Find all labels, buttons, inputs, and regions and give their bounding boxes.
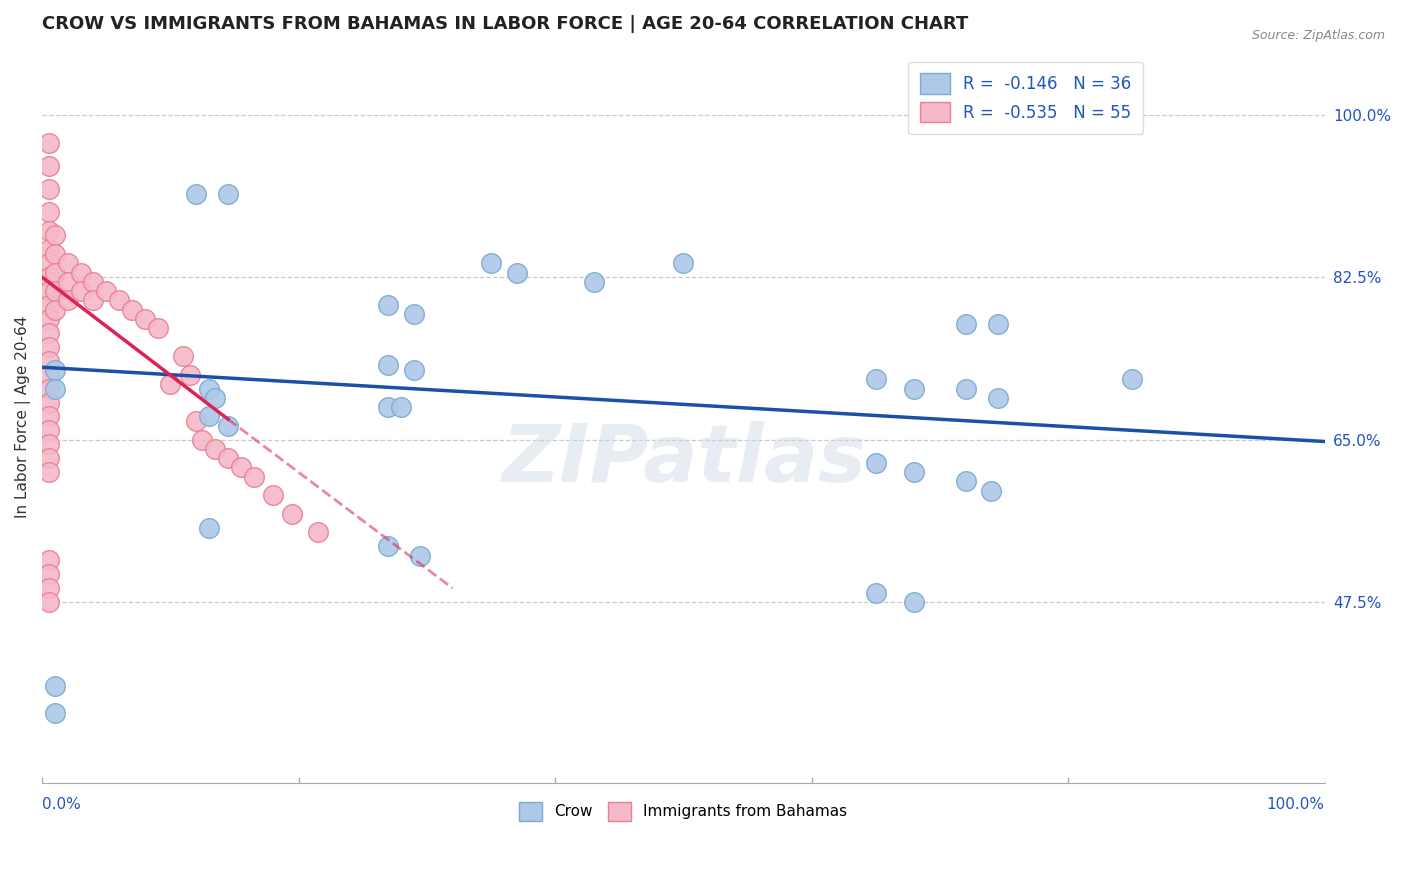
- Point: [217, 451, 239, 466]
- Point: [377, 359, 399, 373]
- Point: [38, 312, 60, 326]
- Point: [987, 391, 1010, 405]
- Point: [44, 266, 66, 280]
- Point: [217, 186, 239, 201]
- Text: 100.0%: 100.0%: [1267, 797, 1324, 812]
- Point: [38, 326, 60, 340]
- Point: [38, 451, 60, 466]
- Point: [198, 382, 221, 396]
- Point: [38, 409, 60, 424]
- Point: [38, 340, 60, 354]
- Point: [38, 382, 60, 396]
- Point: [44, 302, 66, 317]
- Point: [198, 409, 221, 424]
- Text: ZIPatlas: ZIPatlas: [501, 421, 866, 500]
- Point: [38, 567, 60, 582]
- Point: [38, 595, 60, 609]
- Point: [38, 136, 60, 150]
- Point: [980, 483, 1002, 498]
- Point: [865, 456, 887, 470]
- Point: [377, 540, 399, 554]
- Point: [184, 414, 207, 428]
- Point: [96, 284, 118, 298]
- Legend: Crow, Immigrants from Bahamas: Crow, Immigrants from Bahamas: [513, 796, 853, 827]
- Point: [1121, 372, 1143, 386]
- Point: [389, 400, 412, 414]
- Text: CROW VS IMMIGRANTS FROM BAHAMAS IN LABOR FORCE | AGE 20-64 CORRELATION CHART: CROW VS IMMIGRANTS FROM BAHAMAS IN LABOR…: [42, 15, 969, 33]
- Point: [82, 293, 104, 308]
- Point: [38, 298, 60, 312]
- Point: [179, 368, 201, 382]
- Y-axis label: In Labor Force | Age 20-64: In Labor Force | Age 20-64: [15, 315, 31, 517]
- Point: [56, 256, 79, 270]
- Point: [44, 706, 66, 721]
- Point: [38, 182, 60, 196]
- Point: [38, 270, 60, 285]
- Point: [38, 159, 60, 173]
- Point: [38, 581, 60, 595]
- Point: [82, 275, 104, 289]
- Point: [903, 382, 925, 396]
- Point: [402, 363, 425, 377]
- Point: [38, 284, 60, 298]
- Point: [672, 256, 695, 270]
- Point: [377, 298, 399, 312]
- Point: [38, 368, 60, 382]
- Point: [229, 460, 252, 475]
- Point: [38, 465, 60, 479]
- Point: [172, 349, 194, 363]
- Point: [44, 228, 66, 243]
- Point: [38, 553, 60, 567]
- Point: [44, 382, 66, 396]
- Point: [38, 353, 60, 368]
- Point: [44, 363, 66, 377]
- Point: [903, 595, 925, 609]
- Point: [146, 321, 169, 335]
- Point: [377, 400, 399, 414]
- Point: [409, 549, 432, 563]
- Point: [38, 256, 60, 270]
- Point: [44, 247, 66, 261]
- Point: [865, 586, 887, 600]
- Point: [44, 284, 66, 298]
- Point: [38, 395, 60, 409]
- Point: [204, 442, 226, 456]
- Point: [38, 224, 60, 238]
- Point: [38, 423, 60, 437]
- Point: [159, 376, 181, 391]
- Point: [582, 275, 605, 289]
- Point: [402, 307, 425, 321]
- Point: [479, 256, 502, 270]
- Point: [198, 521, 221, 535]
- Point: [955, 382, 977, 396]
- Point: [865, 372, 887, 386]
- Point: [191, 433, 214, 447]
- Point: [217, 418, 239, 433]
- Point: [281, 507, 304, 521]
- Point: [204, 391, 226, 405]
- Point: [505, 266, 527, 280]
- Point: [955, 317, 977, 331]
- Text: 0.0%: 0.0%: [42, 797, 82, 812]
- Point: [903, 465, 925, 479]
- Point: [121, 302, 143, 317]
- Point: [307, 525, 329, 540]
- Point: [56, 275, 79, 289]
- Point: [38, 205, 60, 219]
- Point: [38, 243, 60, 257]
- Point: [69, 266, 91, 280]
- Point: [56, 293, 79, 308]
- Point: [184, 186, 207, 201]
- Point: [44, 679, 66, 693]
- Point: [242, 469, 264, 483]
- Text: Source: ZipAtlas.com: Source: ZipAtlas.com: [1251, 29, 1385, 42]
- Point: [108, 293, 131, 308]
- Point: [987, 317, 1010, 331]
- Point: [955, 475, 977, 489]
- Point: [69, 284, 91, 298]
- Point: [38, 437, 60, 451]
- Point: [262, 488, 284, 502]
- Point: [134, 312, 156, 326]
